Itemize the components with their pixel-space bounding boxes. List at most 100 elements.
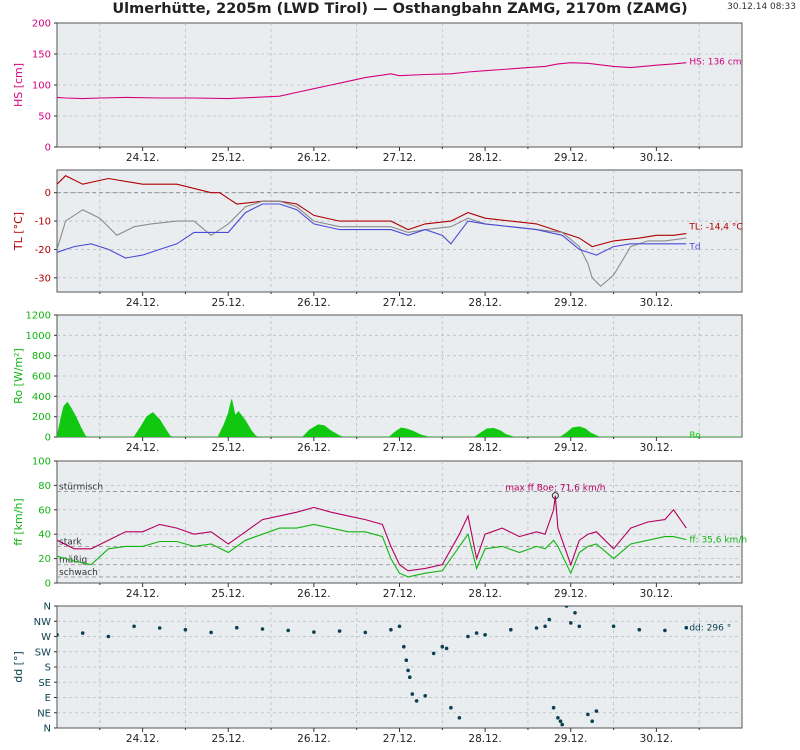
ff-xtick-label: 29.12. [554,588,587,600]
dd-point [389,627,393,632]
hs-series-hs [57,62,687,100]
hs-xtick-label: 26.12. [297,152,330,164]
hs-annotation: HS: 136 cm [689,57,741,67]
dd-ytick-label: W [41,632,51,643]
dd-point [564,606,569,608]
ff-plot-area [56,460,743,584]
dd-ytick-label: NW [34,617,51,628]
ro-xtick-label: 30.12. [640,442,673,454]
dd-point [157,626,162,630]
dd-xtick-label: 25.12. [212,733,245,745]
hs-xtick-label: 27.12. [383,152,416,164]
dd-point [80,631,85,635]
ro-ytick-label: 0 [45,433,51,444]
dd-point [590,719,594,723]
dd-annotation: dd: 296 ° [689,624,731,634]
dd-point [543,624,547,629]
dd-point [423,694,428,698]
ro-xtick-label: 26.12. [297,442,330,454]
dd-point [594,709,599,713]
ff-ytick-label: 100 [32,457,51,468]
dd-point [551,705,556,710]
ff-xtick-label: 27.12. [383,588,416,600]
hs-ytick-label: 50 [38,112,51,123]
dd-point [235,625,239,630]
ff-ref-label: stark [59,537,82,547]
dd-ytick-label: SW [35,647,51,658]
dd-point [483,633,487,637]
dd-point [106,634,111,639]
ro-ytick-label: 200 [32,412,51,423]
dd-ytick-label: S [45,663,51,674]
hs-xtick-label: 25.12. [212,152,245,164]
timestamp: 30.12.14 08:33 [727,2,796,12]
dd-point [397,624,402,629]
max-gust-marker [551,492,559,500]
dd-point [444,646,449,651]
dd-point [558,719,563,723]
dd-point [209,630,213,635]
ro-ytick-label: 1200 [26,311,51,322]
tl-ytick-label: -20 [35,245,51,256]
ff-ytick-label: 80 [38,481,51,492]
ro-ytick-label: 600 [32,372,51,383]
ff-xtick-label: 26.12. [297,588,330,600]
dd-point [406,668,410,673]
ff-panel: 0 20 40 60 80 100 24.12. 25.12. 26.12. 27.12. 28.1… [12,457,747,601]
dd-point [312,630,316,634]
ro-xtick-label: 25.12. [212,442,245,454]
hs-xtick-label: 28.12. [468,152,501,164]
tl-ylabel: TL [°C] [12,212,25,251]
dd-ytick-label: SE [38,678,51,689]
tl-ytick-label: -10 [35,217,51,228]
dd-point [663,628,667,633]
dd-xtick-label: 30.12. [640,733,673,745]
dd-point [57,633,59,637]
dd-xtick-label: 27.12. [383,733,416,745]
hs-ytick-label: 200 [32,19,51,30]
dd-point [684,625,689,630]
ff-xtick-label: 24.12. [126,588,159,600]
dd-point [404,658,409,662]
dd-point [573,611,577,615]
dd-xtick-label: 26.12. [297,733,330,745]
dd-xtick-label: 29.12. [554,733,587,745]
page-title: Ulmerhütte, 2205m (LWD Tirol) — Osthangb… [112,1,688,17]
ff-annotation: ff: 35,6 km/h [689,536,747,546]
hs-panel: 0 50 100 150 200 24.12. 25.12. 26.12. 27.12. 28.1… [12,19,743,164]
dd-point [586,712,590,717]
hs-ytick-label: 0 [45,143,51,154]
dd-point [457,716,462,720]
ff-series-ff [57,523,687,578]
ro-xtick-label: 28.12. [468,442,501,454]
ro-annotation: Ro [689,431,701,441]
tl-xtick-label: 30.12. [640,297,673,309]
dd-point [402,644,406,649]
ro-ytick-label: 400 [32,392,51,403]
dd-point [534,626,539,630]
tl-annotation: TL: -14,4 °C [688,223,742,233]
dd-point [410,692,415,696]
tl-ytick-label: 0 [45,188,51,199]
dd-point [547,617,552,622]
ff-series-gust [57,495,687,572]
dd-point [408,675,412,679]
dd-ytick-label: NE [37,708,51,719]
ff-ytick-label: 40 [38,530,51,541]
tl-series-tl [57,175,687,248]
dd-point [509,627,513,632]
ro-ylabel: Ro [W/m²] [12,348,25,404]
ro-xtick-label: 24.12. [126,442,159,454]
dd-point [577,624,582,629]
dd-xtick-label: 28.12. [468,733,501,745]
tl-xtick-label: 28.12. [468,297,501,309]
dd-series-dd [57,606,689,727]
hs-xtick-label: 29.12. [554,152,587,164]
dd-point [556,716,560,720]
tl-xtick-label: 24.12. [126,297,159,309]
dd-point [260,627,265,631]
dd-point [474,631,479,635]
ro-ytick-label: 800 [32,351,51,362]
tl-xtick-label: 26.12. [297,297,330,309]
tl-series-tl2 [57,200,687,288]
